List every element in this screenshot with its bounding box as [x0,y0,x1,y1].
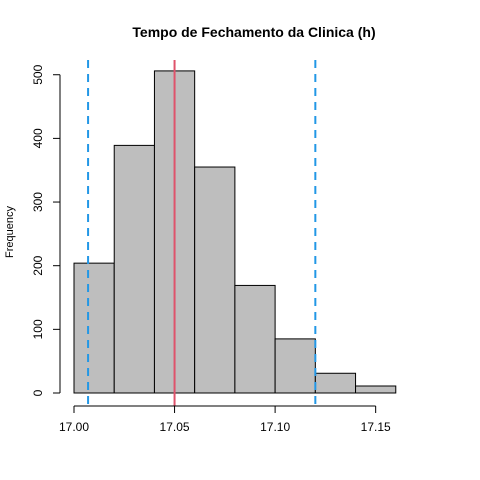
x-tick-label: 17.15 [361,420,391,434]
histogram-bar [314,372,357,394]
x-axis: 17.00 17.05 17.10 17.15 [59,405,391,434]
y-tick-label: 400 [31,128,45,148]
y-tick-label: 0 [31,389,45,396]
histogram-bar [73,262,115,394]
histogram-bar [274,338,316,394]
chart-title: Tempo de Fechamento da Clinica (h) [132,24,375,40]
x-tick-label: 17.10 [260,420,290,434]
histogram-bars [73,70,397,394]
y-tick-label: 200 [31,255,45,275]
y-axis-title: Frequency [4,206,16,258]
histogram-bar [194,166,236,394]
y-tick-label: 100 [31,319,45,339]
y-tick-label: 300 [31,192,45,212]
x-tick-label: 17.00 [59,420,89,434]
reference-lines [87,60,317,406]
histogram-bar [355,385,397,394]
histogram-bar [113,144,155,394]
x-tick-label: 17.05 [160,420,190,434]
y-axis: 0 100 200 300 400 500 [31,64,61,396]
histogram-bar [234,284,276,394]
y-tick-label: 500 [31,64,45,84]
